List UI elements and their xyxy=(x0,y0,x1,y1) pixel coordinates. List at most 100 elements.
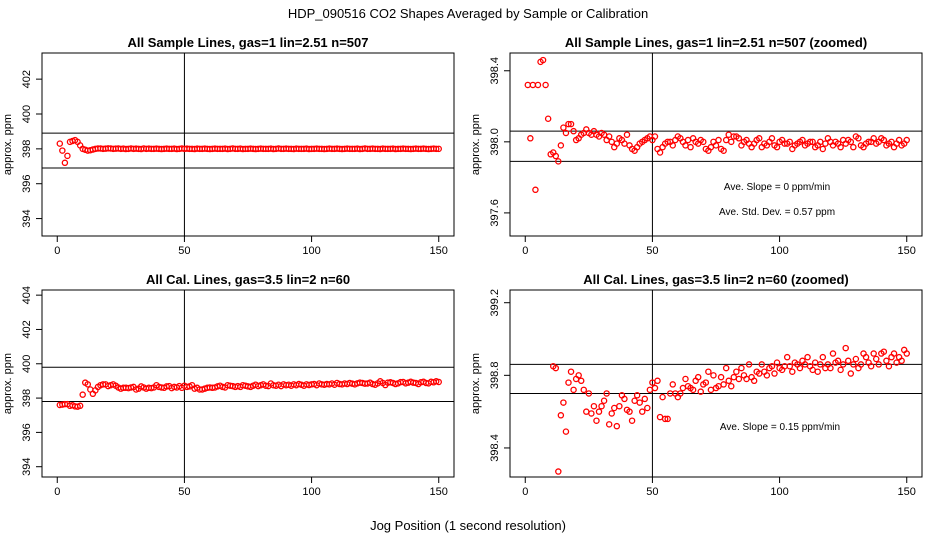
data-point xyxy=(664,415,671,423)
panel-title: All Sample Lines, gas=1 lin=2.51 n=507 xyxy=(128,35,369,50)
data-point xyxy=(570,386,577,394)
y-tick-label: 394 xyxy=(21,458,33,476)
data-point xyxy=(544,115,552,122)
data-point xyxy=(773,359,781,366)
data-point xyxy=(435,145,442,153)
x-tick-label: 0 xyxy=(54,486,60,498)
y-tick-label: 398.0 xyxy=(489,128,501,156)
chart-panel-4: All Cal. Lines, gas=3.5 lin=2 n=60 (zoom… xyxy=(470,272,923,498)
y-tick-label: 398.4 xyxy=(489,434,501,462)
data-point xyxy=(852,355,860,363)
chart-panel-1: All Sample Lines, gas=1 lin=2.51 n=507 0 5… xyxy=(2,35,455,257)
data-point xyxy=(806,138,814,146)
data-point xyxy=(641,395,649,403)
data-point xyxy=(565,120,572,128)
data-point xyxy=(720,147,727,154)
data-point xyxy=(580,386,588,394)
data-point xyxy=(583,408,590,415)
data-point xyxy=(527,135,534,142)
y-tick-label: 398 xyxy=(21,140,33,158)
data-point xyxy=(605,421,613,428)
data-point xyxy=(903,350,910,357)
data-point xyxy=(700,138,707,146)
data-point xyxy=(623,131,631,138)
data-point xyxy=(725,131,732,138)
x-tick-label: 50 xyxy=(178,245,190,257)
data-point xyxy=(562,428,570,435)
data-point xyxy=(867,363,875,370)
data-point xyxy=(560,399,567,406)
data-point xyxy=(61,159,69,167)
data-point xyxy=(771,370,778,377)
data-point xyxy=(588,410,595,417)
y-tick-label: 398.8 xyxy=(489,362,501,390)
data-point xyxy=(850,143,857,151)
x-tick-label: 100 xyxy=(770,486,788,498)
data-point xyxy=(819,353,827,361)
data-point xyxy=(661,415,669,423)
data-point xyxy=(605,133,613,140)
data-point xyxy=(768,363,776,370)
data-point xyxy=(435,378,442,386)
data-point xyxy=(694,373,702,381)
data-point xyxy=(577,377,585,385)
data-point xyxy=(616,402,623,410)
data-point xyxy=(565,379,572,386)
data-point xyxy=(799,136,806,144)
data-point xyxy=(524,81,532,89)
data-point xyxy=(834,357,842,365)
data-point xyxy=(728,138,735,146)
series-points xyxy=(549,344,910,475)
plot-frame xyxy=(509,52,923,237)
figure-x-axis-label: Jog Position (1 second resolution) xyxy=(370,518,566,533)
y-tick-label: 402 xyxy=(21,70,33,88)
data-point xyxy=(84,381,92,388)
data-point xyxy=(534,81,542,89)
x-tick-label: 50 xyxy=(646,486,658,498)
figure-title: HDP_090516 CO2 Shapes Averaged by Sample… xyxy=(288,6,648,21)
data-point xyxy=(542,81,549,89)
data-point xyxy=(679,384,687,392)
data-point xyxy=(557,142,565,149)
data-point xyxy=(557,412,565,419)
data-point xyxy=(628,417,636,424)
y-tick-label: 394 xyxy=(21,209,33,227)
panel-annotation: Ave. Slope = 0.15 ppm/min xyxy=(720,422,840,433)
x-tick-label: 150 xyxy=(898,245,916,257)
data-point xyxy=(79,391,86,398)
data-point xyxy=(562,129,570,137)
series-points xyxy=(56,378,442,410)
data-point xyxy=(862,353,870,361)
x-tick-label: 150 xyxy=(430,245,448,257)
data-point xyxy=(590,402,598,410)
plot-frame xyxy=(509,289,923,478)
data-point xyxy=(817,361,824,368)
data-point xyxy=(842,344,849,352)
y-tick-label: 399.2 xyxy=(489,289,501,317)
data-point xyxy=(575,372,582,379)
data-point xyxy=(837,366,844,374)
data-point xyxy=(638,408,646,415)
y-tick-label: 402 xyxy=(21,320,33,338)
y-axis-label: approx. ppm xyxy=(2,353,14,414)
data-point xyxy=(613,422,621,430)
data-point xyxy=(631,397,638,404)
data-point xyxy=(560,124,567,131)
data-point xyxy=(626,408,633,415)
x-tick-label: 50 xyxy=(178,486,190,498)
y-axis-label: approx. ppm xyxy=(470,114,482,175)
data-point xyxy=(593,417,600,424)
data-point xyxy=(850,361,857,368)
data-point xyxy=(728,382,735,390)
data-point xyxy=(822,140,829,147)
y-tick-label: 396 xyxy=(21,175,33,193)
data-point xyxy=(710,372,717,379)
data-point xyxy=(783,353,791,361)
data-point xyxy=(875,361,883,368)
data-point xyxy=(768,135,776,142)
data-point xyxy=(720,381,727,388)
x-tick-label: 0 xyxy=(522,245,528,257)
data-point xyxy=(847,138,855,146)
data-point xyxy=(880,348,888,355)
